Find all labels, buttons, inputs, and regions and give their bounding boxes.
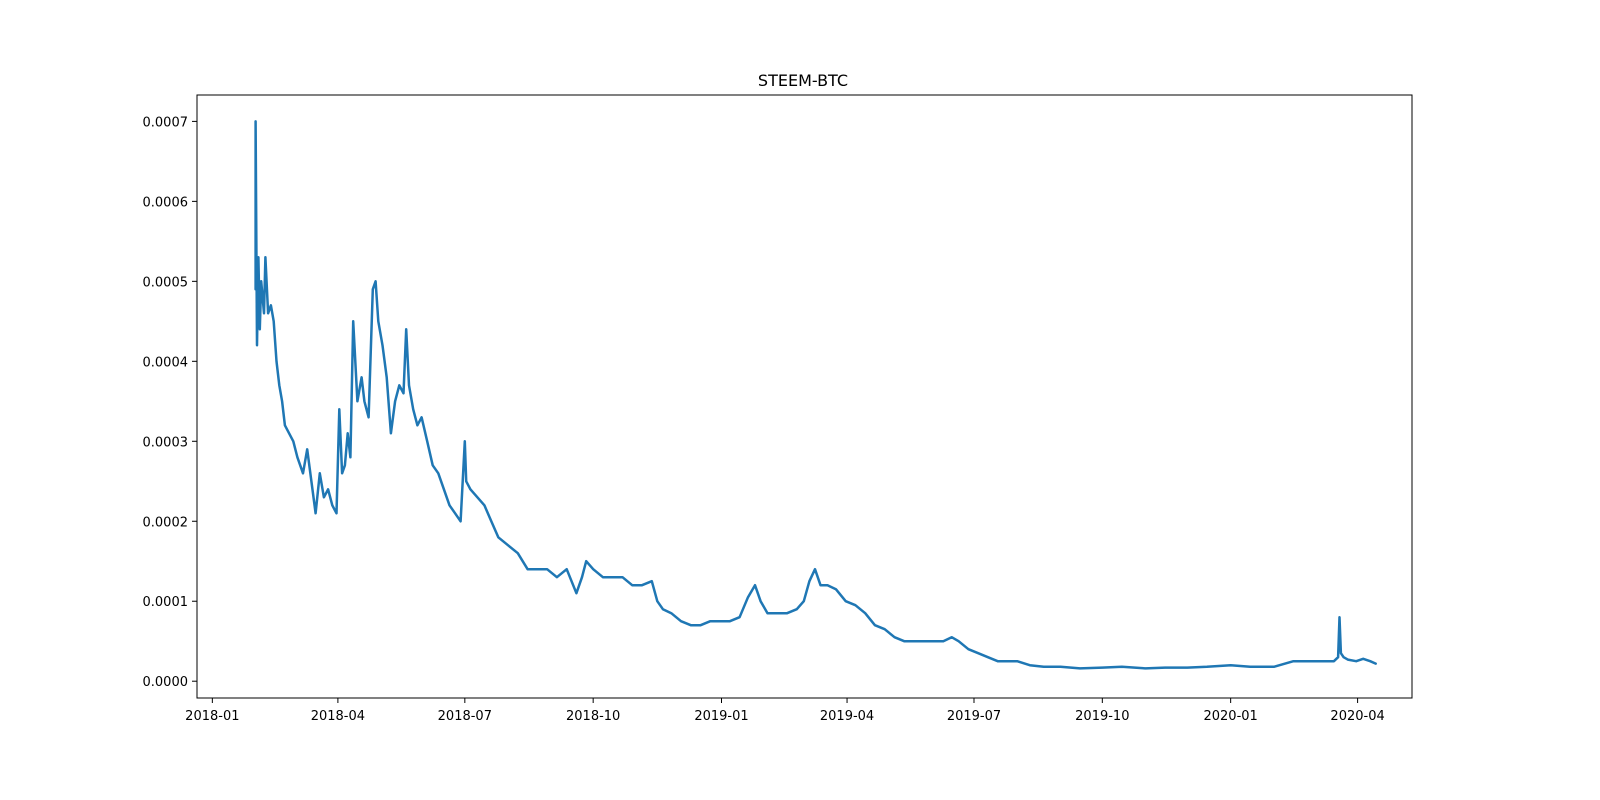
y-tick-label: 0.0001 bbox=[143, 595, 189, 610]
series-line-0 bbox=[254, 120, 1377, 670]
y-tick-label: 0.0003 bbox=[143, 435, 189, 450]
series-layer bbox=[254, 120, 1377, 670]
x-tick-label: 2018-01 bbox=[185, 709, 239, 724]
x-tick-label: 2018-10 bbox=[566, 709, 620, 724]
x-tick-label: 2018-07 bbox=[438, 709, 492, 724]
x-tick-label: 2020-04 bbox=[1330, 709, 1384, 724]
chart-title: STEEM-BTC bbox=[758, 71, 848, 90]
x-tick-label: 2019-07 bbox=[947, 709, 1001, 724]
x-tick-label: 2019-04 bbox=[820, 709, 874, 724]
y-tick-label: 0.0006 bbox=[143, 195, 189, 210]
y-tick-label: 0.0002 bbox=[143, 515, 189, 530]
plot-frame bbox=[196, 94, 1413, 699]
x-tick-label: 2019-01 bbox=[694, 709, 748, 724]
x-tick-label: 2018-04 bbox=[311, 709, 365, 724]
x-tick-label: 2020-01 bbox=[1203, 709, 1257, 724]
y-tick-label: 0.0005 bbox=[143, 275, 189, 290]
x-axis: 2018-01 2018-04 2018-07 2018-10 2019-01 2019-… bbox=[185, 698, 1385, 724]
y-tick-label: 0.0004 bbox=[143, 355, 189, 370]
y-axis: 0.0000 0.0001 0.0002 0.0003 0.0004 0.0005 0.00… bbox=[143, 115, 197, 690]
y-tick-label: 0.0000 bbox=[143, 675, 189, 690]
y-tick-label: 0.0007 bbox=[143, 115, 189, 130]
x-tick-label: 2019-10 bbox=[1075, 709, 1129, 724]
